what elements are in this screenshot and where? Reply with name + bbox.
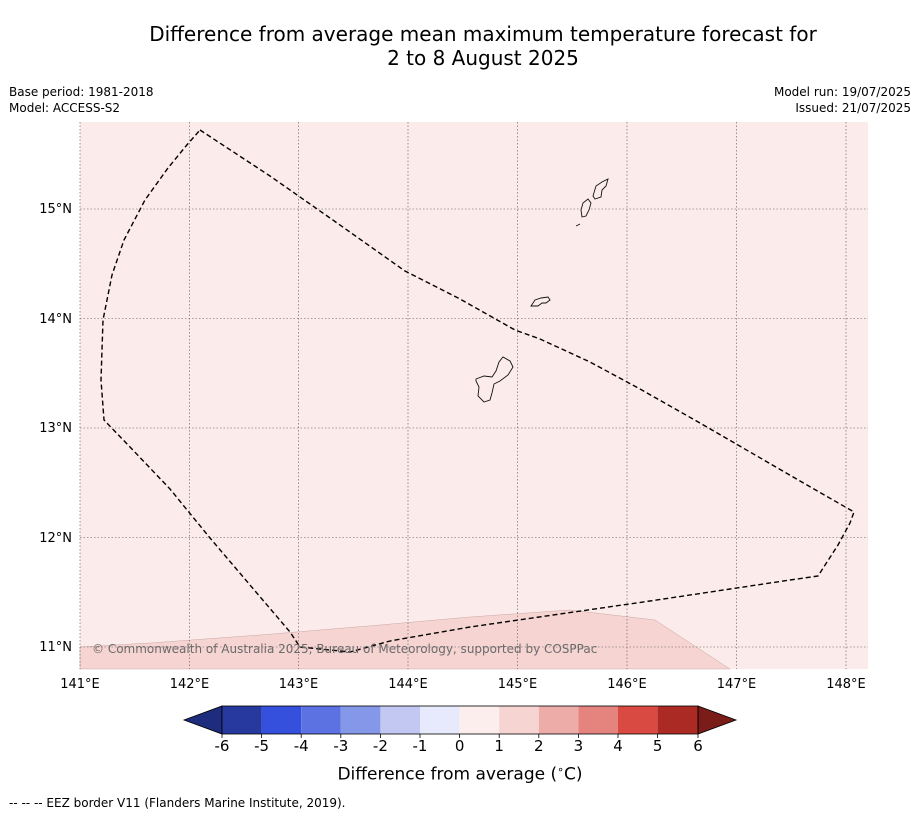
colorbar-segment	[261, 706, 302, 734]
lat-label: 11°N	[39, 640, 72, 655]
lat-label: 14°N	[39, 312, 72, 327]
rota-island	[530, 296, 551, 307]
latitude-labels: 15°N 14°N 13°N 12°N 11°N	[39, 202, 72, 655]
copyright-text: © Commonwealth of Australia 2025, Bureau…	[92, 642, 597, 656]
lon-label: 144°E	[388, 677, 428, 692]
colorbar-segment	[578, 706, 618, 734]
saipan-island	[592, 178, 609, 200]
meta-left: Base period: 1981-2018 Model: ACCESS-S2	[9, 84, 154, 116]
colorbar-segment	[380, 706, 420, 734]
colorbar-segment	[301, 706, 341, 734]
colorbar-label-unit: C)	[564, 764, 583, 785]
colorbar-tick-labels: -6 -5 -4 -3 -2 -1 0 1 2 3 4 5 6	[215, 737, 703, 755]
colorbar-segment	[420, 706, 460, 734]
issued-date: Issued: 21/07/2025	[795, 101, 911, 115]
colorbar-tick-label: 5	[653, 737, 663, 755]
colorbar-tick-label: 2	[534, 737, 544, 755]
lon-label: 141°E	[60, 677, 100, 692]
lat-label: 13°N	[39, 421, 72, 436]
gridlines	[79, 122, 868, 669]
lat-label: 12°N	[39, 531, 72, 546]
colorbar-segment	[538, 706, 579, 734]
meta-right: Model run: 19/07/2025 Issued: 21/07/2025	[774, 84, 911, 116]
colorbar-tick-label: 3	[574, 737, 584, 755]
colorbar-tick-label: 6	[693, 737, 703, 755]
eez-border	[100, 129, 855, 653]
colorbar-segment	[499, 706, 539, 734]
colorbar-segment	[222, 706, 262, 734]
warmer-zone	[79, 609, 731, 670]
guam-island	[475, 356, 514, 403]
lon-label: 145°E	[498, 677, 538, 692]
lon-label: 142°E	[170, 677, 210, 692]
colorbar-under-arrow	[182, 705, 223, 735]
colorbar-segment	[340, 706, 381, 734]
longitude-labels: 141°E 142°E 143°E 144°E 145°E 146°E 147°…	[60, 677, 866, 692]
lon-label: 148°E	[826, 677, 866, 692]
colorbar-tick-label: -3	[333, 737, 348, 755]
model-run: Model run: 19/07/2025	[773, 85, 911, 99]
degree-symbol: ∘	[557, 763, 564, 776]
colorbar-ticks	[221, 734, 699, 738]
aguijan-islet	[575, 223, 581, 227]
colorbar-label: Difference from average (∘C)	[0, 763, 919, 785]
lon-label: 146°E	[607, 677, 647, 692]
model-name: Model: ACCESS-S2	[9, 101, 121, 115]
tinian-island	[580, 198, 592, 218]
colorbar-segment	[657, 706, 698, 734]
lon-label: 147°E	[717, 677, 757, 692]
colorbar-segment	[459, 706, 500, 734]
colorbar-over-arrow	[697, 705, 738, 735]
title-line-1: Difference from average mean maximum tem…	[149, 22, 817, 46]
colorbar-tick-label: 0	[455, 737, 465, 755]
title-line-2: 2 to 8 August 2025	[387, 46, 579, 70]
colorbar-segment	[618, 706, 658, 734]
colorbar: -6 -5 -4 -3 -2 -1 0 1 2 3 4 5 6	[182, 705, 738, 755]
base-period: Base period: 1981-2018	[9, 85, 154, 99]
colorbar-tick-label: -1	[413, 737, 428, 755]
colorbar-tick-label: -4	[294, 737, 309, 755]
islands	[475, 178, 609, 403]
colorbar-tick-label: -5	[254, 737, 269, 755]
colorbar-label-text: Difference from average (	[337, 764, 558, 785]
chart-title: Difference from average mean maximum tem…	[0, 22, 919, 70]
map-background	[80, 122, 868, 669]
lat-label: 15°N	[39, 202, 72, 217]
footer-legend: -- -- -- EEZ border V11 (Flanders Marine…	[9, 796, 346, 810]
colorbar-tick-label: 1	[494, 737, 504, 755]
colorbar-tick-label: -6	[215, 737, 230, 755]
colorbar-tick-label: -2	[373, 737, 388, 755]
lon-label: 143°E	[279, 677, 319, 692]
colorbar-tick-label: 4	[613, 737, 623, 755]
